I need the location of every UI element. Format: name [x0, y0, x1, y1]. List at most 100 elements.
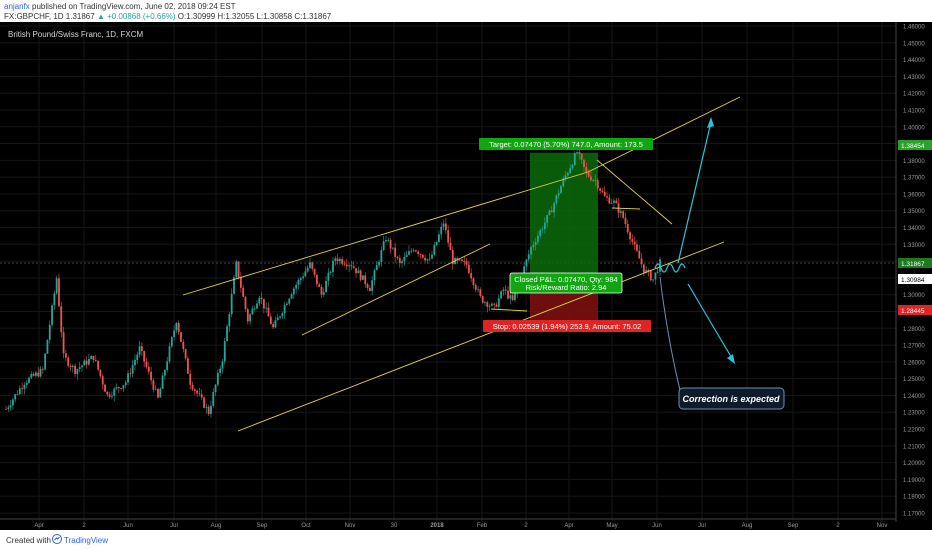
annotation-box[interactable]: [678, 387, 785, 410]
candle-body: [511, 295, 514, 301]
candle-body: [309, 262, 311, 268]
candle-body: [474, 285, 477, 290]
candle-body: [138, 346, 141, 355]
tradingview-brand[interactable]: TradingView: [64, 536, 109, 545]
candle-body: [631, 239, 634, 242]
candle-body: [398, 258, 401, 263]
candle-body: [161, 375, 164, 389]
candle-body: [53, 293, 56, 306]
candle-body: [405, 254, 408, 257]
candle-body: [230, 293, 233, 315]
candle-body: [509, 295, 512, 299]
candle-body: [550, 210, 553, 213]
candle-body: [490, 303, 493, 306]
y-tick-label: 1.17000: [903, 512, 925, 518]
candle-body: [532, 245, 535, 248]
candle-body: [624, 217, 627, 225]
candle-body: [267, 307, 270, 317]
candle-body: [177, 323, 180, 333]
candle-body: [645, 269, 648, 273]
author-link[interactable]: anjanfx: [4, 2, 30, 11]
candle-body: [352, 266, 355, 269]
candle-body: [403, 256, 406, 262]
candle-body: [69, 365, 72, 368]
trend-line: [301, 243, 491, 336]
candle-body: [136, 354, 139, 360]
y-tick-label: 1.20000: [903, 461, 925, 467]
candle-body: [472, 278, 475, 286]
candle-body: [391, 247, 394, 249]
candle-body: [553, 203, 555, 213]
candle-body: [62, 332, 65, 354]
candle-body: [46, 339, 49, 354]
x-tick-label: Sep: [257, 523, 268, 529]
candle-body: [276, 317, 279, 321]
chart-grid: [0, 22, 896, 522]
candle-body: [497, 298, 500, 307]
y-tick-label: 1.36000: [903, 192, 925, 198]
x-tick-label: Jun: [123, 523, 133, 529]
candle-body: [41, 368, 44, 370]
candle-body: [322, 292, 325, 295]
publish-info: published on TradingView.com, June 02, 2…: [29, 2, 236, 11]
candle-body: [283, 304, 286, 314]
candle-body: [647, 269, 650, 272]
candle-body: [424, 257, 427, 261]
x-tick-label: Jul: [698, 523, 706, 529]
candle-body: [527, 254, 530, 260]
price-chart[interactable]: 1.46000 1.45000 1.44000 1.43000 1.42000 1.410…: [0, 22, 932, 530]
candle-body: [25, 382, 28, 385]
candle-body: [182, 341, 185, 350]
candle-body: [64, 353, 67, 358]
target-price-text: 1.38454: [901, 143, 925, 150]
candle-body: [302, 276, 304, 279]
candle-body: [32, 373, 35, 376]
candle-body: [530, 247, 532, 255]
candle-body: [150, 371, 152, 381]
y-tick-label: 1.42000: [903, 92, 925, 98]
candle-body: [170, 337, 173, 347]
candle-body: [444, 223, 447, 231]
y-tick-label: 1.25000: [903, 377, 925, 383]
candle-body: [256, 303, 258, 309]
candle-body: [279, 316, 281, 318]
candle-body: [362, 275, 364, 280]
candle-body: [315, 274, 318, 285]
candle-body: [205, 406, 208, 408]
x-tick-label: Nov: [877, 523, 888, 529]
chart-area[interactable]: 1.46000 1.45000 1.44000 1.43000 1.42000 1.410…: [0, 22, 932, 530]
candle-body: [108, 394, 111, 397]
candle-body: [599, 188, 602, 191]
candle-body: [615, 200, 618, 204]
x-tick-label: Aug: [211, 523, 222, 529]
candle-body: [120, 388, 123, 389]
candle-body: [419, 254, 422, 255]
candle-body: [265, 307, 268, 309]
candle-body: [111, 395, 113, 397]
candle-body: [343, 263, 346, 265]
closed-pnl-label: Closed P&L: 0.07470, Qty: 984: [514, 275, 617, 284]
candle-body: [173, 330, 176, 338]
price-change: ▲ +0.00868 (+0.66%): [96, 12, 176, 21]
candle-body: [71, 365, 74, 368]
candle-body: [94, 359, 97, 361]
candle-body: [320, 286, 323, 295]
candle-body: [396, 256, 399, 259]
candle-body: [81, 365, 83, 368]
y-tick-label: 1.40000: [903, 125, 925, 131]
y-tick-label: 1.38000: [903, 159, 925, 165]
candle-body: [67, 357, 70, 366]
candle-body: [608, 197, 611, 204]
y-tick-label: 1.44000: [903, 58, 925, 64]
candle-body: [325, 280, 327, 293]
candle-body: [131, 365, 134, 374]
candle-body: [401, 261, 403, 263]
candle-body: [594, 179, 597, 181]
candle-body: [157, 388, 159, 398]
x-tick-label: 2018: [430, 523, 444, 529]
candle-body: [366, 284, 369, 288]
candle-body: [479, 289, 482, 297]
candle-body: [76, 369, 79, 374]
candle-body: [336, 258, 339, 262]
candle-body: [260, 297, 263, 299]
